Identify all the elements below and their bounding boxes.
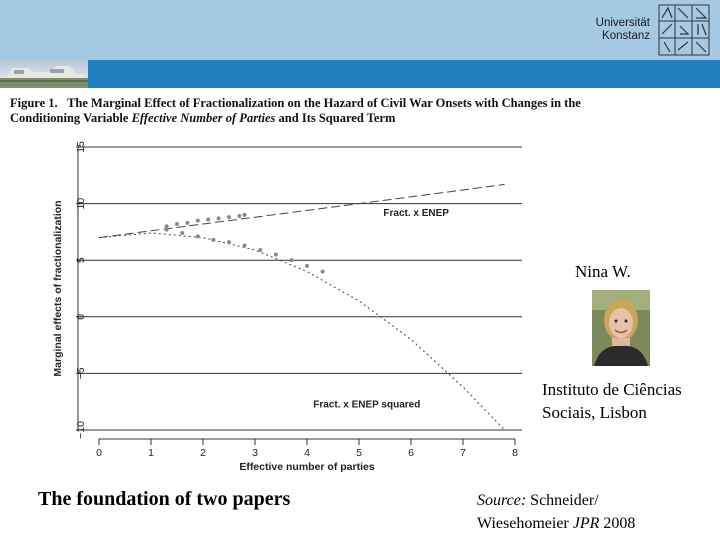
- y-tick-label: −10: [75, 421, 87, 439]
- x-tick-label: 3: [252, 447, 258, 459]
- slide-caption: The foundation of two papers: [38, 488, 291, 510]
- y-tick-label: 10: [75, 198, 87, 210]
- marker-point: [164, 227, 169, 232]
- x-tick-label: 0: [96, 447, 102, 459]
- chart-labels: Fract. x ENEP Fract. x ENEP squared: [313, 208, 449, 410]
- marker-point: [242, 243, 247, 248]
- portrait-photo: [592, 290, 650, 366]
- marker-point: [216, 216, 221, 221]
- marker-point: [305, 263, 309, 268]
- y-tick-label: −5: [75, 367, 87, 379]
- marker-point: [237, 214, 242, 219]
- series-label-2: Fract. x ENEP squared: [313, 399, 420, 410]
- figure-title-part1: The Marginal Effect of Fractionalization…: [10, 96, 581, 125]
- source-year: 2008: [603, 515, 636, 532]
- university-emblem-icon: [658, 4, 710, 56]
- marker-point: [320, 269, 325, 274]
- chart-markers: [164, 212, 325, 274]
- header-band: [0, 60, 720, 88]
- figure-image: Figure 1. The Marginal Effect of Fractio…: [0, 88, 596, 480]
- marker-point: [289, 258, 294, 263]
- person-affiliation: Instituto de Ciências Sociais, Lisbon: [542, 378, 682, 424]
- marker-point: [211, 237, 216, 242]
- marker-point: [195, 234, 200, 239]
- campus-photo: [0, 60, 88, 88]
- y-tick-label: 5: [75, 257, 87, 263]
- marker-point: [206, 217, 211, 222]
- x-tick-label: 1: [148, 447, 154, 459]
- header-bar: Universität Konstanz: [0, 0, 720, 60]
- x-tick-label: 2: [200, 447, 206, 459]
- y-axis-label: Marginal effects of fractionalization: [52, 200, 64, 376]
- series-line-1: [98, 183, 505, 239]
- marker-point: [185, 220, 190, 225]
- x-tick-label: 6: [408, 447, 414, 459]
- university-logo: Universität Konstanz: [596, 4, 710, 56]
- y-tick-label: 15: [75, 141, 87, 153]
- marker-point: [227, 215, 231, 220]
- figure-title-part2: and Its Squared Term: [278, 111, 396, 125]
- university-name: Universität Konstanz: [596, 17, 650, 43]
- source-authors-line2: Wiesehomeier: [477, 515, 569, 532]
- y-tick-label: 0: [75, 314, 87, 320]
- affiliation-line2: Sociais, Lisbon: [542, 403, 647, 422]
- chart-gridlines: [78, 146, 522, 431]
- marker-point: [242, 212, 247, 217]
- source-authors-line1: Schneider/: [530, 492, 599, 509]
- marker-point: [258, 248, 263, 253]
- figure-label: Figure 1.: [10, 96, 58, 110]
- x-axis: 0 1 2 3 4 5 6 7 8 Effective number of parties: [96, 438, 518, 473]
- figure-title-variable: Effective Number of Parties: [131, 111, 276, 125]
- marker-point: [273, 252, 278, 257]
- marker-point: [227, 240, 231, 245]
- affiliation-line1: Instituto de Ciências: [542, 380, 682, 399]
- series-label-1: Fract. x ENEP: [383, 208, 449, 219]
- x-tick-label: 8: [512, 447, 518, 459]
- source-citation: Source: Schneider/ Wiesehomeier JPR 2008: [477, 489, 635, 535]
- marker-point: [164, 224, 169, 229]
- y-axis: −10 −5 0 5 10 15 Marginal effects of fractiona…: [52, 141, 87, 439]
- figure-title: Figure 1. The Marginal Effect of Fractio…: [10, 96, 590, 126]
- x-axis-label: Effective number of parties: [239, 461, 375, 473]
- university-name-line2: Konstanz: [602, 30, 650, 42]
- series-line-2: [98, 232, 505, 431]
- x-tick-label: 5: [356, 447, 362, 459]
- source-label: Source:: [477, 492, 527, 509]
- chart-series: [98, 183, 505, 431]
- marker-point: [175, 221, 179, 226]
- person-name: Nina W.: [575, 262, 631, 281]
- marker-point: [195, 218, 200, 223]
- x-tick-label: 7: [460, 447, 466, 459]
- x-tick-label: 4: [304, 447, 310, 459]
- marker-point: [180, 231, 185, 236]
- source-journal: JPR: [572, 515, 600, 532]
- university-name-line1: Universität: [595, 17, 650, 29]
